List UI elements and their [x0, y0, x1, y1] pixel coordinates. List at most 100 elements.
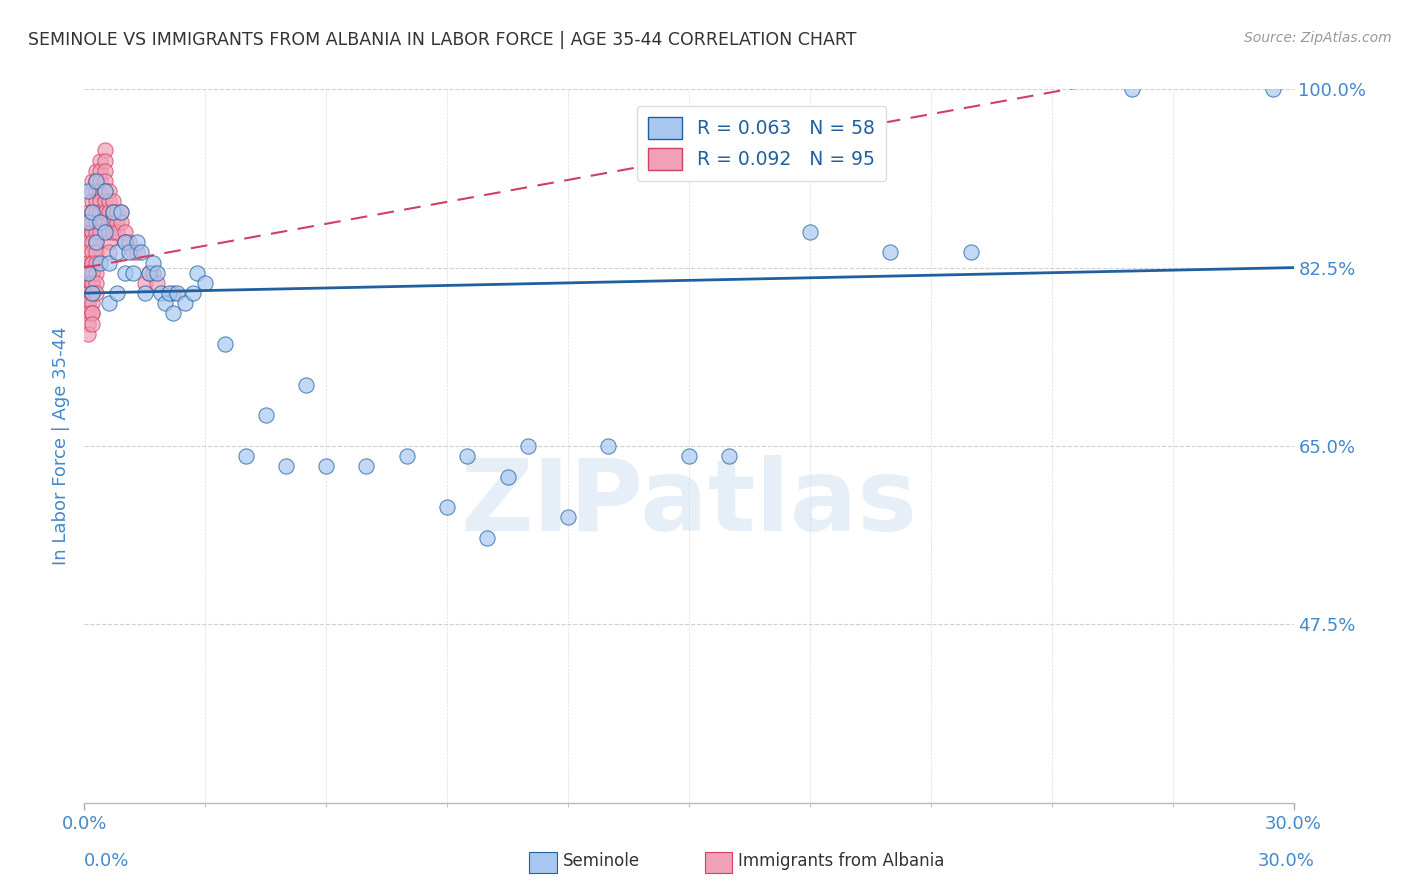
Point	[77, 276, 100, 290]
Point	[97, 225, 120, 239]
Point	[93, 174, 115, 188]
Point	[82, 194, 104, 209]
Point	[315, 459, 337, 474]
Point	[142, 266, 165, 280]
Point	[86, 215, 108, 229]
Point	[105, 286, 128, 301]
Point	[153, 296, 176, 310]
Point	[129, 245, 152, 260]
Text: ZIPatlas: ZIPatlas	[461, 455, 917, 551]
Point	[89, 225, 111, 239]
Point	[114, 225, 136, 239]
Point	[77, 317, 100, 331]
Point	[82, 317, 104, 331]
Point	[77, 255, 100, 269]
Point	[77, 225, 100, 239]
Point	[114, 235, 136, 249]
Point	[86, 235, 108, 249]
Point	[89, 174, 111, 188]
Point	[77, 184, 100, 198]
Point	[77, 245, 100, 260]
Point	[678, 449, 700, 463]
Point	[138, 266, 160, 280]
Point	[557, 510, 579, 524]
Point	[77, 276, 100, 290]
Point	[214, 337, 236, 351]
Point	[121, 266, 143, 280]
Point	[86, 245, 108, 260]
Point	[97, 204, 120, 219]
Point	[82, 286, 104, 301]
Text: SEMINOLE VS IMMIGRANTS FROM ALBANIA IN LABOR FORCE | AGE 35-44 CORRELATION CHART: SEMINOLE VS IMMIGRANTS FROM ALBANIA IN L…	[28, 31, 856, 49]
Text: Source: ZipAtlas.com: Source: ZipAtlas.com	[1244, 31, 1392, 45]
Point	[97, 245, 120, 260]
Point	[82, 266, 104, 280]
Point	[77, 326, 100, 341]
Point	[93, 163, 115, 178]
Point	[82, 184, 104, 198]
Point	[118, 245, 141, 260]
Point	[93, 144, 115, 158]
Point	[89, 215, 111, 229]
Point	[186, 266, 208, 280]
Point	[82, 255, 104, 269]
Point	[960, 245, 983, 260]
Point	[97, 296, 120, 310]
Point	[125, 245, 148, 260]
Point	[157, 286, 180, 301]
Point	[86, 235, 108, 249]
Point	[77, 266, 100, 280]
Point	[82, 296, 104, 310]
Point	[114, 235, 136, 249]
Point	[125, 235, 148, 249]
Point	[89, 255, 111, 269]
Point	[105, 245, 128, 260]
Point	[181, 286, 204, 301]
Point	[101, 204, 124, 219]
Point	[97, 235, 120, 249]
Point	[194, 276, 217, 290]
Point	[86, 276, 108, 290]
Point	[1121, 82, 1143, 96]
Point	[134, 276, 156, 290]
Point	[77, 215, 100, 229]
Point	[86, 225, 108, 239]
Point	[142, 255, 165, 269]
Point	[718, 449, 741, 463]
Point	[598, 439, 620, 453]
Point	[110, 204, 132, 219]
Point	[121, 245, 143, 260]
Point	[138, 266, 160, 280]
Point	[174, 296, 197, 310]
Point	[162, 306, 184, 320]
Point	[77, 286, 100, 301]
Point	[82, 286, 104, 301]
Point	[879, 245, 901, 260]
Point	[82, 276, 104, 290]
Point	[101, 194, 124, 209]
Point	[77, 296, 100, 310]
Point	[93, 225, 115, 239]
Point	[395, 449, 418, 463]
Point	[101, 215, 124, 229]
Text: Seminole: Seminole	[562, 852, 640, 870]
Point	[82, 204, 104, 219]
Point	[86, 255, 108, 269]
Point	[82, 204, 104, 219]
Point	[77, 235, 100, 249]
Point	[77, 286, 100, 301]
Point	[436, 500, 458, 515]
Point	[93, 184, 115, 198]
Point	[86, 184, 108, 198]
Point	[89, 204, 111, 219]
Point	[93, 184, 115, 198]
Y-axis label: In Labor Force | Age 35-44: In Labor Force | Age 35-44	[52, 326, 70, 566]
Point	[166, 286, 188, 301]
Point	[1263, 82, 1285, 96]
Point	[118, 235, 141, 249]
Point	[86, 194, 108, 209]
Point	[93, 204, 115, 219]
Point	[295, 377, 318, 392]
Point	[77, 204, 100, 219]
Point	[89, 194, 111, 209]
